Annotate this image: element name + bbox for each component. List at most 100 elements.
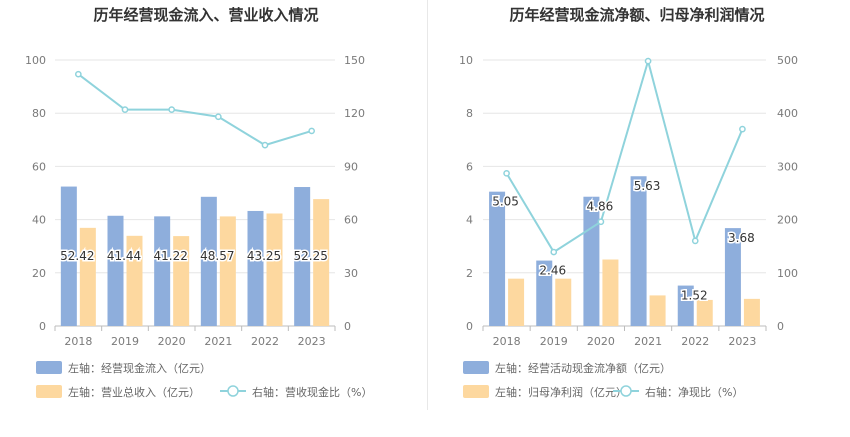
bar-data-label: 41.44 [107, 249, 141, 263]
chart-title: 历年经营现金流入、营业收入情况 [93, 6, 318, 24]
right-axis-tick: 400 [777, 107, 798, 120]
right-axis-tick: 60 [344, 214, 358, 227]
bar-primary [154, 216, 171, 326]
ratio-point [644, 57, 652, 65]
bar-primary [630, 176, 647, 326]
bar-data-label: 41.22 [153, 249, 187, 263]
legend-label-line: 右轴：营收现金比（%） [252, 385, 372, 399]
bar-data-label: 5.05 [492, 195, 519, 209]
x-axis-label: 2022 [251, 335, 279, 348]
legend-label-primary: 左轴：经营活动现金流净额（亿元） [495, 361, 671, 375]
x-axis-label: 2022 [681, 335, 709, 348]
x-axis-label: 2018 [64, 335, 92, 348]
left-axis-tick: 0 [39, 320, 46, 333]
right-axis-tick: 500 [777, 54, 798, 67]
bar-secondary [219, 216, 236, 326]
ratio-point [597, 218, 605, 226]
ratio-point [214, 113, 222, 121]
right-axis-tick: 30 [344, 267, 358, 280]
left-axis-tick: 60 [32, 160, 46, 173]
ratio-line [505, 57, 744, 254]
bar-data-label: 3.68 [728, 231, 755, 245]
right-axis-tick: 120 [344, 107, 365, 120]
bar-secondary [602, 259, 619, 326]
ratio-point [121, 106, 129, 114]
left-axis-tick: 0 [466, 320, 473, 333]
legend-label-secondary: 左轴：归母净利润（亿元） [495, 385, 627, 399]
bar-primary [724, 228, 741, 326]
ratio-point [74, 70, 82, 78]
bar-primary [677, 285, 694, 326]
bar-primary [294, 187, 311, 326]
legend-swatch-secondary [463, 385, 489, 398]
left-axis-tick: 20 [32, 267, 46, 280]
legend-label-primary: 左轴：经营现金流入（亿元） [68, 361, 211, 375]
bar-secondary [126, 235, 143, 326]
x-axis-label: 2020 [158, 335, 186, 348]
left-axis-tick: 40 [32, 214, 46, 227]
right-axis-tick: 0 [777, 320, 784, 333]
right-axis-tick: 0 [344, 320, 351, 333]
left-axis-tick: 8 [466, 107, 473, 120]
left-axis-tick: 80 [32, 107, 46, 120]
bar-secondary [79, 227, 96, 326]
x-axis-label: 2023 [298, 335, 326, 348]
ratio-point [550, 248, 558, 256]
bar-secondary [266, 213, 283, 326]
bar-secondary [173, 236, 190, 326]
bar-primary [200, 196, 217, 326]
bar-secondary [555, 278, 572, 326]
legend-swatch-primary [463, 361, 489, 374]
bar-primary [107, 215, 124, 326]
ratio-point [168, 106, 176, 114]
bar-primary [489, 191, 506, 326]
bar-data-label: 1.52 [681, 289, 708, 303]
bar-data-label: 5.63 [634, 179, 661, 193]
right-axis-tick: 300 [777, 160, 798, 173]
left-axis-tick: 2 [466, 267, 473, 280]
bar-primary [536, 260, 553, 326]
legend-swatch-line-marker [620, 385, 632, 397]
bar-data-label: 4.86 [587, 200, 614, 214]
bar-secondary [508, 278, 525, 326]
bar-data-label: 43.25 [247, 249, 281, 263]
right-axis-tick: 100 [777, 267, 798, 280]
ratio-point [503, 169, 510, 177]
bar-data-label: 48.57 [200, 249, 234, 263]
bar-data-label: 52.25 [293, 249, 327, 263]
bar-data-label: 2.46 [539, 264, 566, 278]
x-axis-label: 2019 [111, 335, 139, 348]
chart-title: 历年经营现金流净额、归母净利润情况 [509, 6, 764, 24]
bar-primary [247, 210, 264, 326]
x-axis-label: 2019 [540, 335, 568, 348]
ratio-point [739, 125, 746, 133]
bar-secondary [696, 299, 713, 326]
right-axis-tick: 150 [344, 54, 365, 67]
left-axis-tick: 6 [466, 160, 473, 173]
ratio-point [308, 127, 316, 135]
legend-swatch-line-marker [227, 385, 239, 397]
right-axis-tick: 90 [344, 160, 358, 173]
right-axis-tick: 200 [777, 214, 798, 227]
x-axis-label: 2021 [634, 335, 662, 348]
panel-divider [427, 0, 428, 410]
legend-swatch-secondary [36, 385, 62, 398]
bar-secondary [743, 298, 760, 326]
bar-secondary [649, 295, 666, 326]
x-axis-label: 2020 [587, 335, 615, 348]
bar-secondary [313, 199, 330, 326]
bar-primary [60, 186, 77, 326]
chart-net-cash-flow-profit: 历年经营现金流净额、归母净利润情况 0 0 2 100 4 200 6 300 8 400 10 500… [459, 6, 798, 399]
legend-label-line: 右轴：净现比（%） [645, 385, 743, 399]
ratio-point [261, 141, 269, 149]
left-axis-tick: 4 [466, 214, 473, 227]
chart-cash-inflow-revenue: 历年经营现金流入、营业收入情况 0 0 20 30 40 60 60 90 80 120 100 150… [25, 6, 372, 399]
legend-swatch-primary [36, 361, 62, 374]
ratio-line [77, 73, 312, 147]
x-axis-label: 2018 [493, 335, 521, 348]
legend-label-secondary: 左轴：营业总收入（亿元） [68, 385, 200, 399]
bar-primary [583, 196, 600, 326]
x-axis-label: 2021 [204, 335, 232, 348]
bar-data-label: 52.42 [60, 249, 94, 263]
